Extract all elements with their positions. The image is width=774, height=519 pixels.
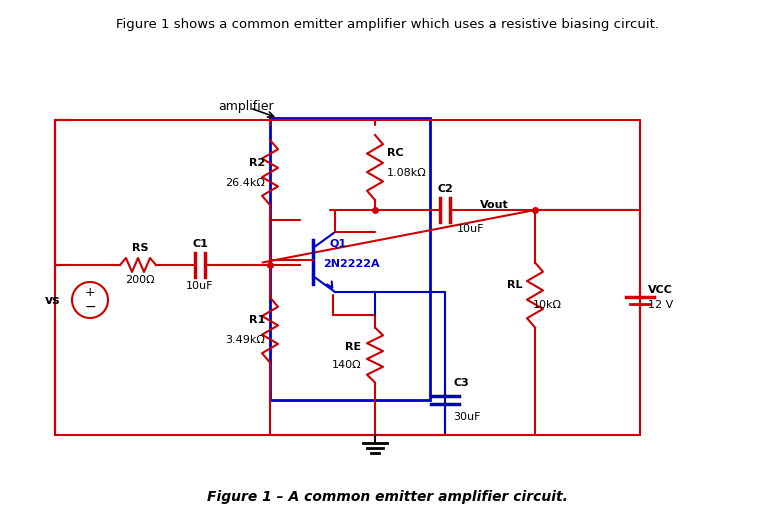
Text: 3.49kΩ: 3.49kΩ [225,335,265,345]
Text: C2: C2 [437,184,453,194]
Text: Figure 1 – A common emitter amplifier circuit.: Figure 1 – A common emitter amplifier ci… [207,490,567,504]
Text: Figure 1 shows a common emitter amplifier which uses a resistive biasing circuit: Figure 1 shows a common emitter amplifie… [115,18,659,31]
Text: 30uF: 30uF [453,412,481,422]
Text: +: + [84,286,95,299]
Text: 200Ω: 200Ω [125,275,155,285]
Text: 1.08kΩ: 1.08kΩ [387,168,426,177]
Text: −: − [84,300,96,314]
Text: R1: R1 [248,315,265,325]
Text: RL: RL [508,280,523,290]
Text: vs: vs [44,294,60,307]
Text: 26.4kΩ: 26.4kΩ [225,177,265,187]
Text: RE: RE [345,342,361,352]
Text: Vout: Vout [480,200,509,210]
Text: VCC: VCC [648,285,673,295]
Text: 10kΩ: 10kΩ [533,300,562,310]
Text: 2N2222A: 2N2222A [323,259,379,269]
Text: RC: RC [387,147,403,157]
Text: C1: C1 [192,239,208,249]
Text: 140Ω: 140Ω [331,360,361,370]
Text: 10uF: 10uF [187,281,214,291]
Text: 10uF: 10uF [457,224,485,234]
Text: Q1: Q1 [330,239,347,249]
Text: C3: C3 [453,378,469,388]
Text: R2: R2 [248,157,265,168]
Text: amplifier: amplifier [218,100,274,113]
Text: RS: RS [132,243,149,253]
Text: 12 V: 12 V [648,300,673,310]
